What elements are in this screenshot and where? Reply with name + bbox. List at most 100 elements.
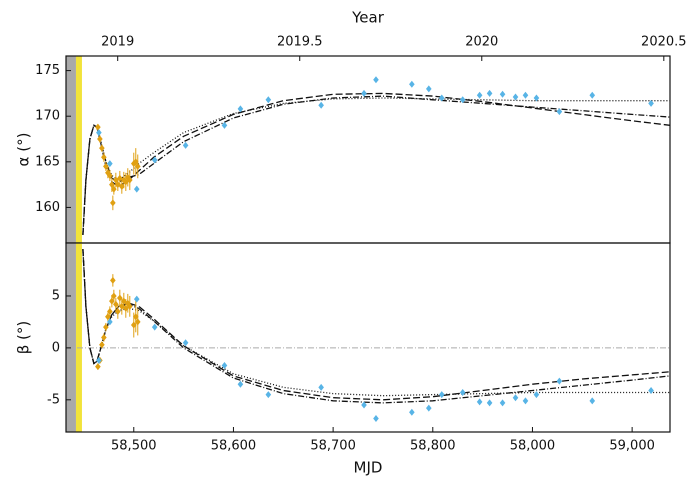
data-point xyxy=(110,199,116,207)
data-point xyxy=(126,302,133,310)
data-point xyxy=(132,158,139,166)
model-curve xyxy=(82,249,670,401)
shaded-span xyxy=(75,56,82,243)
data-point xyxy=(182,339,189,347)
data-point xyxy=(533,94,540,102)
data-point xyxy=(115,308,121,316)
model-curve xyxy=(82,92,670,235)
data-point xyxy=(512,394,519,402)
data-point xyxy=(96,129,102,137)
data-point xyxy=(522,91,529,99)
data-point xyxy=(95,363,101,371)
data-point xyxy=(151,323,158,331)
data-point xyxy=(237,105,244,113)
data-point xyxy=(318,383,324,391)
data-point xyxy=(109,181,115,189)
plot-area xyxy=(66,243,670,432)
y-tick-label: 160 xyxy=(35,200,60,215)
y-tick-label: -5 xyxy=(47,392,60,407)
data-point xyxy=(123,178,129,186)
data-point xyxy=(101,153,107,161)
data-point xyxy=(476,91,483,99)
shaded-span xyxy=(66,56,76,243)
data-point xyxy=(99,144,105,152)
data-point xyxy=(373,76,379,84)
data-point xyxy=(221,121,228,129)
data-point xyxy=(113,300,119,308)
data-point xyxy=(409,80,415,88)
data-point xyxy=(499,399,506,407)
data-point xyxy=(237,380,244,388)
x2-tick-label: 2019 xyxy=(101,35,134,50)
data-point xyxy=(265,96,272,104)
y-axis-title: β (°) xyxy=(15,321,33,355)
x-tick-label: 58,700 xyxy=(310,439,356,454)
data-point xyxy=(361,401,367,409)
data-point xyxy=(126,176,133,184)
data-point xyxy=(107,318,113,326)
x2-tick-label: 2020 xyxy=(465,35,498,50)
data-point xyxy=(101,334,107,341)
data-point xyxy=(133,185,140,193)
data-point xyxy=(123,304,129,312)
data-point xyxy=(589,91,596,99)
data-point xyxy=(648,99,654,107)
data-point xyxy=(132,313,139,321)
data-point xyxy=(130,321,137,329)
x2-tick-label: 2020.5 xyxy=(641,35,687,50)
model-curve xyxy=(82,97,670,235)
data-point xyxy=(107,171,113,179)
data-point xyxy=(117,294,123,302)
data-point xyxy=(486,89,493,97)
x-tick-label: 59,000 xyxy=(609,439,655,454)
frame xyxy=(65,55,671,244)
data-point xyxy=(318,101,324,109)
data-point xyxy=(221,362,228,370)
data-point xyxy=(109,297,115,305)
data-point xyxy=(459,96,466,104)
data-point xyxy=(119,182,125,190)
x-tick-label: 58,500 xyxy=(111,439,157,454)
data-point xyxy=(119,302,125,310)
data-point xyxy=(111,292,117,300)
data-point xyxy=(425,404,432,412)
data-point xyxy=(99,341,105,349)
data-point xyxy=(556,108,563,116)
shaded-span xyxy=(66,243,76,432)
data-point xyxy=(533,391,540,399)
y-tick-label: 165 xyxy=(35,154,60,169)
data-point xyxy=(499,90,506,98)
y-tick-label: 175 xyxy=(35,63,60,78)
data-point xyxy=(103,162,109,170)
data-point xyxy=(134,162,141,170)
data-point xyxy=(121,297,127,305)
data-point xyxy=(438,94,445,102)
shaded-span xyxy=(75,243,82,432)
data-point xyxy=(425,85,432,93)
data-point xyxy=(107,160,113,168)
y-tick-label: 5 xyxy=(52,288,60,303)
x-tick-label: 58,800 xyxy=(410,439,456,454)
data-point xyxy=(409,408,415,416)
data-point xyxy=(648,386,654,394)
data-point xyxy=(110,276,116,284)
data-point xyxy=(373,415,379,422)
data-point xyxy=(103,323,109,331)
data-point xyxy=(589,397,596,405)
x2-axis-title: Year xyxy=(351,9,385,27)
x-tick-label: 58,000 xyxy=(510,439,556,454)
data-point xyxy=(476,398,483,406)
data-point xyxy=(134,318,141,326)
x2-tick-label: 2019.5 xyxy=(277,35,323,50)
data-point xyxy=(522,397,529,405)
data-point xyxy=(438,391,445,399)
data-point xyxy=(105,313,111,321)
x-axis-title: MJD xyxy=(354,459,383,477)
x-tick-label: 58,600 xyxy=(211,439,257,454)
data-point xyxy=(133,295,140,303)
plot-area xyxy=(66,56,670,243)
data-point xyxy=(107,308,113,316)
data-point xyxy=(151,156,158,164)
data-point xyxy=(486,399,493,407)
